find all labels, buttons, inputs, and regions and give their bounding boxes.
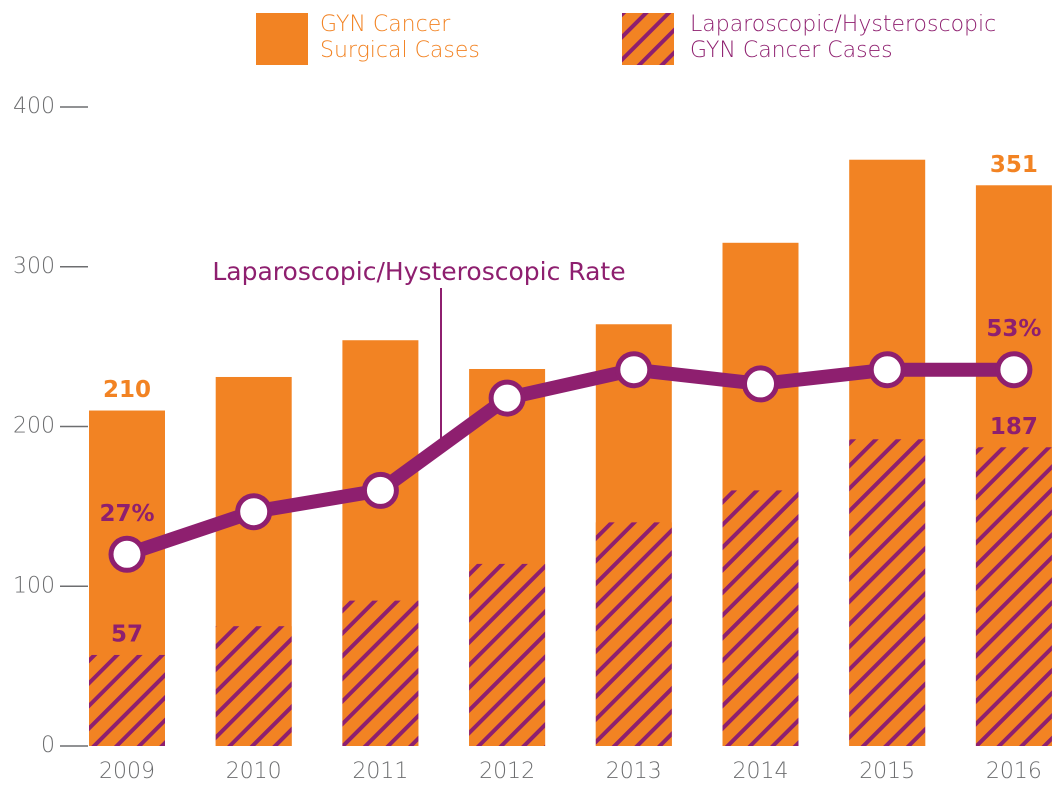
bar — [722, 490, 799, 746]
legend-label: Laparoscopic/Hysteroscopic GYN Cancer Ca… — [690, 12, 997, 63]
bar — [595, 522, 672, 746]
rate-point — [488, 379, 526, 417]
bar — [215, 626, 292, 746]
rate-point — [615, 351, 653, 389]
rate-line — [124, 362, 1014, 561]
y-tick-label: 400 — [13, 94, 55, 119]
value-label: 27% — [99, 501, 154, 527]
rate-point — [995, 351, 1033, 389]
y-tick-label: 200 — [13, 414, 55, 439]
x-tick-label: 2016 — [986, 759, 1042, 784]
legend-swatch — [622, 13, 674, 65]
value-label: 351 — [990, 152, 1038, 178]
bar — [975, 447, 1052, 746]
rate-point — [361, 471, 399, 509]
y-tick-label: 100 — [13, 573, 55, 598]
value-label: 53% — [986, 316, 1041, 342]
x-tick-label: 2014 — [733, 759, 789, 784]
value-label: 210 — [103, 377, 151, 403]
legend-label: GYN Cancer Surgical Cases — [320, 12, 480, 63]
bar — [849, 439, 926, 746]
value-label: 57 — [111, 621, 143, 647]
y-tick-label: 300 — [13, 254, 55, 279]
y-tick-label: 0 — [41, 733, 55, 758]
x-tick-label: 2011 — [352, 759, 408, 784]
bar — [89, 654, 165, 746]
rate-point — [108, 535, 146, 573]
rate-point — [868, 351, 906, 389]
annotation: Laparoscopic/Hysteroscopic Rate — [212, 257, 625, 286]
x-tick-label: 2015 — [859, 759, 915, 784]
value-label: 187 — [990, 414, 1038, 440]
rate-point — [742, 365, 779, 403]
x-tick-label: 2010 — [226, 759, 282, 784]
rate-point — [235, 493, 273, 531]
legend-swatch — [256, 13, 308, 65]
bar — [469, 563, 546, 746]
bar — [342, 600, 419, 746]
x-tick-label: 2012 — [479, 759, 535, 784]
x-tick-label: 2009 — [99, 759, 155, 784]
x-tick-label: 2013 — [606, 759, 662, 784]
